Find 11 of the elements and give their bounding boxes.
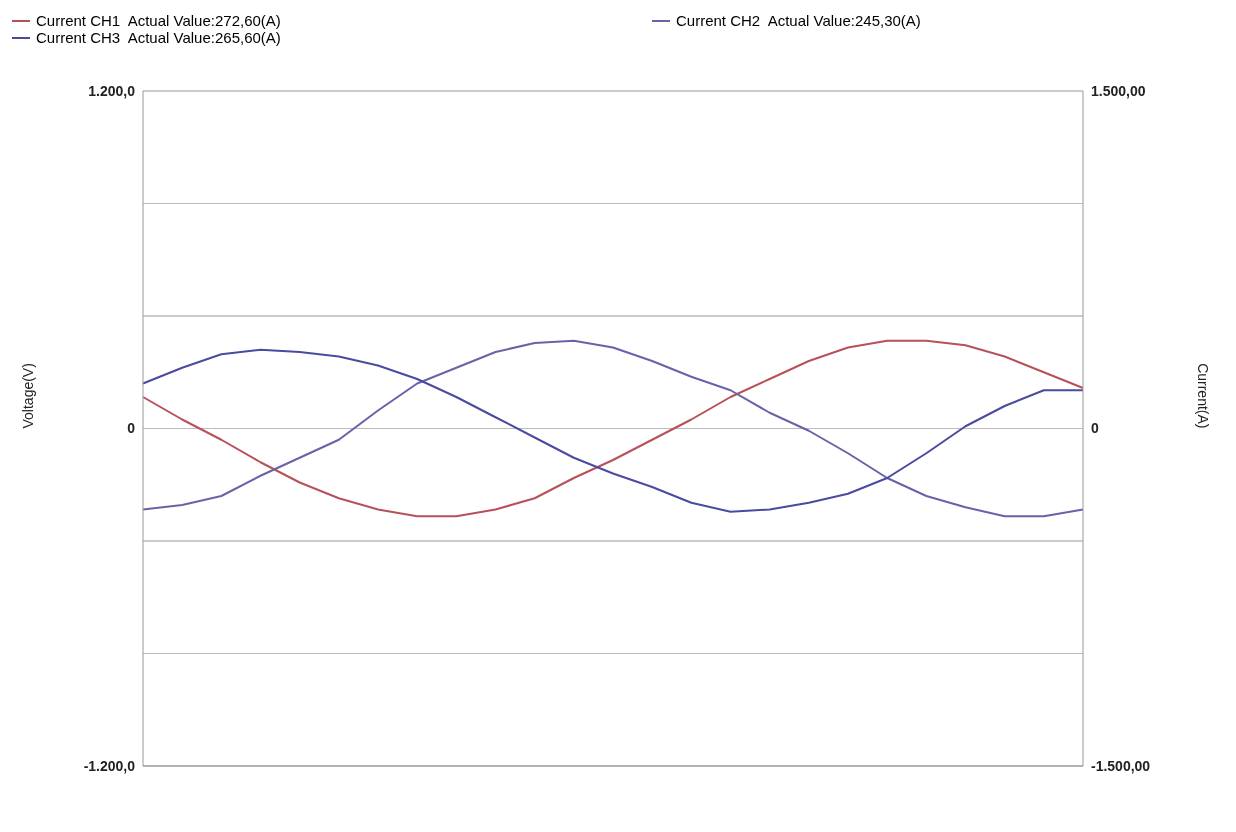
y-axis-title: Voltage(V) xyxy=(19,363,36,429)
y2-tick-label: 1.500,00 xyxy=(1091,82,1146,99)
y2-tick-label: -1.500,00 xyxy=(1091,757,1151,774)
legend-label: Current CH1 Actual Value:272,60(A) xyxy=(36,12,281,29)
legend-label: Current CH3 Actual Value:265,60(A) xyxy=(36,29,281,46)
y-tick-label: 0 xyxy=(127,420,136,437)
y2-tick-label: 0 xyxy=(1091,420,1099,437)
y-tick-label: -1.200,0 xyxy=(83,757,136,774)
y-tick-label: 1.200,0 xyxy=(88,82,136,99)
legend-label: Current CH2 Actual Value:245,30(A) xyxy=(676,12,921,29)
y2-axis-title: Current(A) xyxy=(1195,363,1212,429)
